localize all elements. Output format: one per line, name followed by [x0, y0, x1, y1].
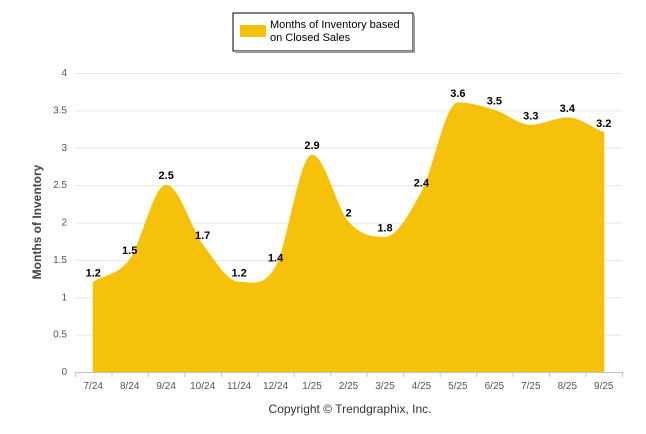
data-label: 1.2	[86, 267, 101, 279]
data-label: 3.4	[560, 103, 576, 115]
y-tick-label: 2	[61, 218, 67, 229]
y-tick-label: 2.5	[53, 180, 67, 191]
x-tick-label: 7/25	[521, 381, 541, 392]
y-tick-label: 4	[61, 68, 67, 79]
data-label: 1.8	[377, 222, 392, 234]
area-fill	[92, 102, 605, 373]
legend-swatch-icon	[240, 25, 266, 37]
axes: 0 0.5 1 1.5 2 2.5 3 3.5 4 7/24 8/24 9/24 10/24 11/24 1…	[53, 68, 623, 392]
area-series	[92, 102, 605, 373]
data-label: 1.7	[195, 230, 210, 242]
x-tick-label: 9/24	[156, 381, 176, 392]
y-tick-label: 0.5	[53, 330, 67, 341]
data-label: 2.4	[414, 178, 430, 190]
x-tick-label: 5/25	[448, 381, 468, 392]
x-tick-label: 8/24	[120, 381, 140, 392]
data-label: 2.9	[304, 140, 319, 152]
y-tick-label: 1.5	[53, 255, 67, 266]
x-tick-label: 11/24	[227, 381, 252, 392]
data-label: 1.2	[231, 267, 246, 279]
data-label: 3.2	[596, 118, 611, 130]
y-tick-label: 0	[61, 367, 67, 378]
x-tick-label: 10/24	[190, 381, 215, 392]
x-tick-label: 2/25	[339, 381, 359, 392]
copyright-footer: Copyright © Trendgraphix, Inc.	[269, 402, 432, 416]
data-label: 1.4	[268, 252, 284, 264]
data-label: 2	[345, 208, 351, 220]
data-label: 1.5	[122, 245, 137, 257]
x-tick-label: 12/24	[263, 381, 288, 392]
x-tick-label: 8/25	[558, 381, 578, 392]
legend-box-shadow-bottom	[235, 51, 415, 53]
x-tick-label: 9/25	[594, 381, 614, 392]
legend-label-line1: Months of Inventory based	[270, 19, 400, 31]
x-tick-label: 6/25	[485, 381, 505, 392]
y-axis-title: Months of Inventory	[30, 164, 44, 279]
legend-box-shadow	[413, 15, 415, 53]
data-labels: 1.2 1.5 2.5 1.7 1.2 1.4 2.9 2 1.8 2.4 3.6 3.5 3.3 3.4…	[86, 88, 612, 279]
x-tick-label: 1/25	[302, 381, 322, 392]
y-tick-label: 3.5	[53, 105, 67, 116]
data-label: 2.5	[159, 170, 174, 182]
y-tick-label: 3	[61, 143, 67, 154]
x-tick-label: 7/24	[83, 381, 103, 392]
x-tick-label: 4/25	[412, 381, 432, 392]
y-tick-label: 1	[61, 292, 67, 303]
legend[interactable]: Months of Inventory based on Closed Sale…	[232, 12, 415, 53]
data-label: 3.3	[523, 110, 538, 122]
data-label: 3.6	[450, 88, 465, 100]
x-tick-label: 3/25	[375, 381, 395, 392]
legend-label-line2: on Closed Sales	[270, 32, 351, 44]
data-label: 3.5	[487, 95, 502, 107]
